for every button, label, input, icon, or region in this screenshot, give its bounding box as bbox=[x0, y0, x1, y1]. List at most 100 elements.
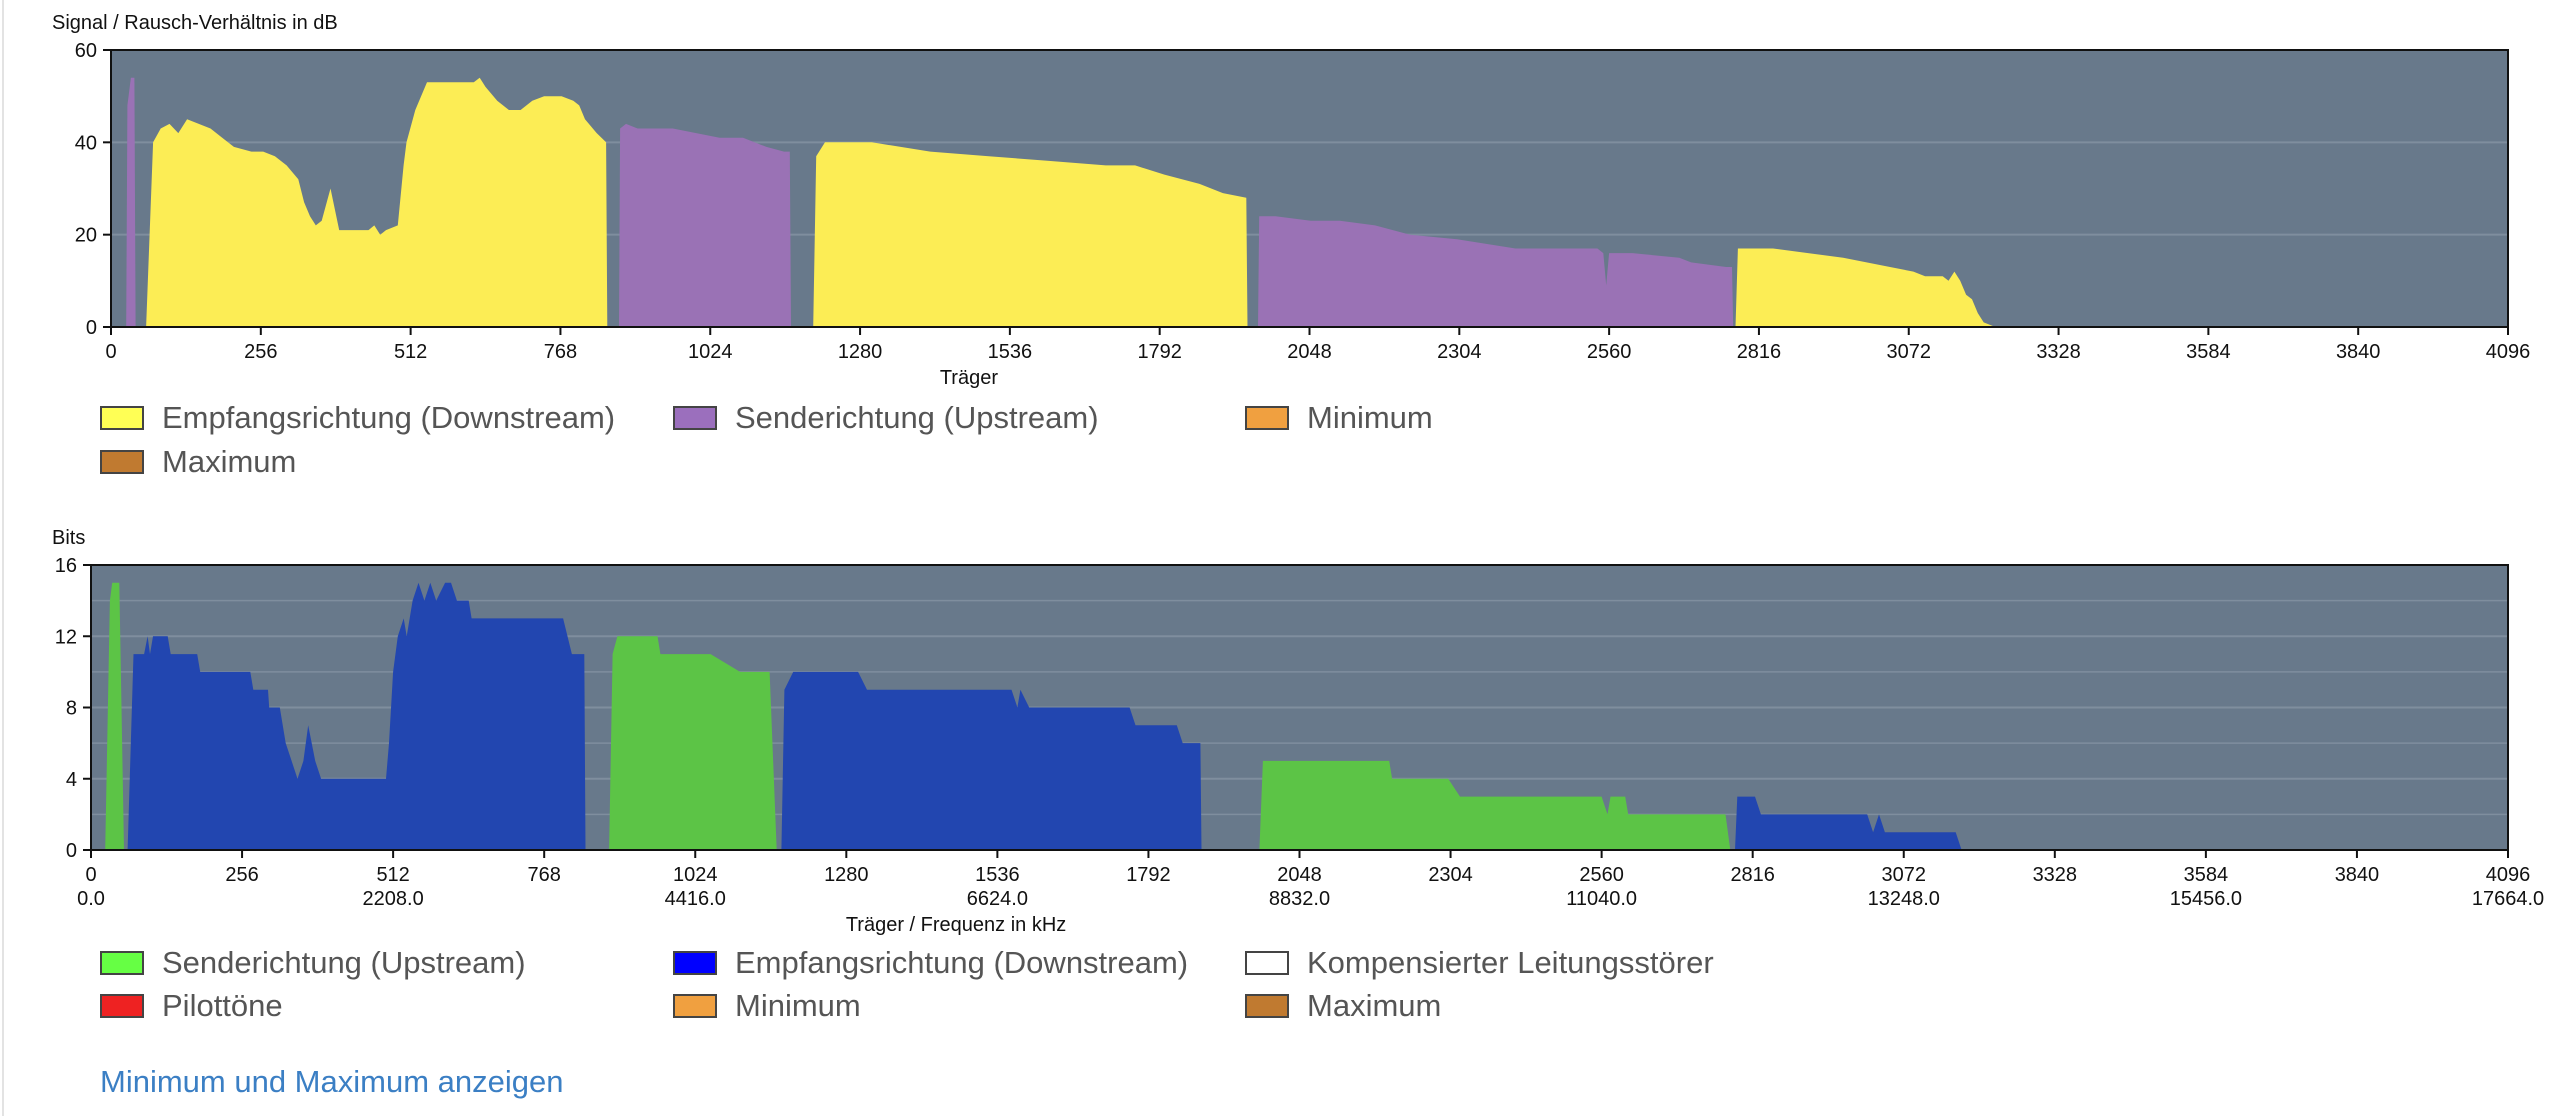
bits-legend-item[interactable]: Kompensierter Leitungsstörer bbox=[1245, 945, 1714, 981]
snr-legend-item[interactable]: Maximum bbox=[100, 444, 296, 480]
bits-x-tick-label: 3584 bbox=[2184, 864, 2229, 886]
bits-chart: Bits 0 4 8 12 16 0 256 512 768 1024 1280 1536 1792 204… bbox=[52, 527, 2544, 936]
snr-x-tick-label: 1536 bbox=[988, 341, 1033, 363]
snr-x-axis-label: Träger bbox=[940, 367, 999, 389]
bits-x-tick-label: 1024 bbox=[673, 864, 718, 886]
snr-legend-swatch bbox=[100, 450, 144, 474]
bits-legend-swatch bbox=[1245, 994, 1289, 1018]
bits-y-tick-label: 8 bbox=[66, 698, 77, 720]
bits-legend-label: Empfangsrichtung (Downstream) bbox=[735, 945, 1189, 980]
bits-x-tick-label: 512 bbox=[376, 864, 409, 886]
snr-y-tick-label: 40 bbox=[75, 132, 97, 154]
bits-legend-swatch bbox=[673, 951, 717, 975]
snr-x-tick-label: 2560 bbox=[1587, 341, 1632, 363]
snr-series-b-area-1 bbox=[813, 142, 1248, 327]
snr-legend-item[interactable]: Minimum bbox=[1245, 400, 1433, 436]
bits-freq-tick-label: 11040.0 bbox=[1566, 888, 1637, 910]
bits-freq-tick-label: 6624.0 bbox=[967, 888, 1028, 910]
bits-series-b-area-2 bbox=[1734, 796, 1962, 850]
snr-legend-swatch bbox=[1245, 406, 1289, 430]
bits-y-tick-label: 16 bbox=[55, 555, 77, 577]
snr-series-a-area-2 bbox=[1258, 216, 1734, 327]
snr-series-a-area-0 bbox=[126, 77, 136, 327]
bits-x-axis-label: Träger / Frequenz in kHz bbox=[846, 914, 1066, 936]
snr-x-tick-label: 3072 bbox=[1887, 341, 1932, 363]
snr-x-tick-label: 512 bbox=[394, 341, 427, 363]
bits-x-tick-label: 2560 bbox=[1579, 864, 1624, 886]
snr-legend-item[interactable]: Empfangsrichtung (Downstream) bbox=[100, 400, 615, 436]
snr-series-b-area-0 bbox=[146, 77, 608, 327]
bits-legend-item[interactable]: Minimum bbox=[673, 988, 861, 1024]
bits-legend-item[interactable]: Empfangsrichtung (Downstream) bbox=[673, 945, 1188, 981]
snr-x-tick-label: 2048 bbox=[1287, 341, 1332, 363]
bits-x-tick-label: 256 bbox=[225, 864, 258, 886]
bits-x-tick-label: 1792 bbox=[1126, 864, 1171, 886]
bits-x-tick-label: 2816 bbox=[1730, 864, 1775, 886]
snr-x-tick-label: 3584 bbox=[2186, 341, 2231, 363]
bits-series-b-area-0 bbox=[127, 582, 586, 850]
bits-series-a-area-2 bbox=[1259, 760, 1731, 850]
bits-legend-label: Kompensierter Leitungsstörer bbox=[1307, 945, 1714, 980]
snr-chart: Signal / Rausch-Verhältnis in dB 0 20 40 60 0… bbox=[52, 12, 2531, 389]
snr-y-tick-label: 60 bbox=[75, 40, 97, 62]
snr-x-tick-label: 256 bbox=[244, 341, 277, 363]
snr-x-tick-label: 1024 bbox=[688, 341, 733, 363]
bits-x-tick-label: 4096 bbox=[2486, 864, 2531, 886]
snr-x-tick-label: 4096 bbox=[2486, 341, 2531, 363]
bits-freq-tick-label: 8832.0 bbox=[1269, 888, 1330, 910]
bits-y-axis-label: Bits bbox=[52, 527, 85, 549]
bits-y-tick-label: 4 bbox=[66, 769, 77, 791]
bits-legend-item[interactable]: Senderichtung (Upstream) bbox=[100, 945, 526, 981]
bits-legend-label: Minimum bbox=[735, 988, 861, 1023]
bits-y-tick-label: 12 bbox=[55, 626, 77, 648]
bits-freq-tick-label: 15456.0 bbox=[2170, 888, 2242, 910]
snr-x-tick-label: 3840 bbox=[2336, 341, 2381, 363]
snr-x-tick-label: 1280 bbox=[838, 341, 883, 363]
bits-legend-swatch bbox=[1245, 951, 1289, 975]
snr-y-tick-label: 20 bbox=[75, 225, 97, 247]
bits-legend-swatch bbox=[100, 994, 144, 1018]
page-left-rule bbox=[2, 0, 4, 1116]
show-min-max-link[interactable]: Minimum und Maximum anzeigen bbox=[100, 1064, 564, 1099]
bits-x-tick-label: 3072 bbox=[1882, 864, 1927, 886]
bits-legend-swatch bbox=[673, 994, 717, 1018]
snr-series-b-area-2 bbox=[1735, 248, 1996, 327]
snr-legend-item[interactable]: Senderichtung (Upstream) bbox=[673, 400, 1099, 436]
bits-legend-label: Pilottöne bbox=[162, 988, 283, 1023]
bits-x-tick-label: 2048 bbox=[1277, 864, 1322, 886]
bits-series-b-area-1 bbox=[781, 671, 1202, 850]
snr-legend-label: Senderichtung (Upstream) bbox=[735, 400, 1099, 435]
bits-x-tick-label: 0 bbox=[85, 864, 96, 886]
bits-x-tick-label: 1536 bbox=[975, 864, 1020, 886]
bits-x-tick-label: 2304 bbox=[1428, 864, 1473, 886]
bits-freq-tick-label: 2208.0 bbox=[363, 888, 424, 910]
snr-series-a-area-1 bbox=[618, 123, 792, 328]
snr-x-tick-label: 3328 bbox=[2036, 341, 2081, 363]
snr-legend-label: Empfangsrichtung (Downstream) bbox=[162, 400, 616, 435]
snr-legend-swatch bbox=[673, 406, 717, 430]
bits-legend-item[interactable]: Pilottöne bbox=[100, 988, 283, 1024]
bits-freq-tick-label: 13248.0 bbox=[1868, 888, 1940, 910]
snr-x-tick-label: 2816 bbox=[1737, 341, 1782, 363]
bits-freq-tick-label: 17664.0 bbox=[2472, 888, 2544, 910]
snr-y-tick-label: 0 bbox=[86, 317, 97, 339]
bits-legend-item[interactable]: Maximum bbox=[1245, 988, 1441, 1024]
bits-x-tick-label: 3840 bbox=[2335, 864, 2380, 886]
snr-legend-label: Maximum bbox=[162, 444, 297, 479]
bits-series-a-area-1 bbox=[609, 636, 777, 850]
bits-freq-tick-label: 4416.0 bbox=[665, 888, 726, 910]
bits-legend-label: Senderichtung (Upstream) bbox=[162, 945, 526, 980]
snr-legend-label: Minimum bbox=[1307, 400, 1433, 435]
bits-legend-label: Maximum bbox=[1307, 988, 1442, 1023]
snr-x-tick-label: 2304 bbox=[1437, 341, 1482, 363]
snr-x-tick-label: 0 bbox=[105, 341, 116, 363]
bits-freq-tick-label: 0.0 bbox=[77, 888, 105, 910]
bits-x-tick-label: 3328 bbox=[2033, 864, 2078, 886]
bits-x-tick-label: 1280 bbox=[824, 864, 869, 886]
snr-y-axis-label: Signal / Rausch-Verhältnis in dB bbox=[52, 12, 338, 34]
bits-y-tick-label: 0 bbox=[66, 840, 77, 862]
snr-x-tick-label: 768 bbox=[544, 341, 577, 363]
snr-legend-swatch bbox=[100, 406, 144, 430]
bits-legend-swatch bbox=[100, 951, 144, 975]
snr-x-tick-label: 1792 bbox=[1137, 341, 1182, 363]
